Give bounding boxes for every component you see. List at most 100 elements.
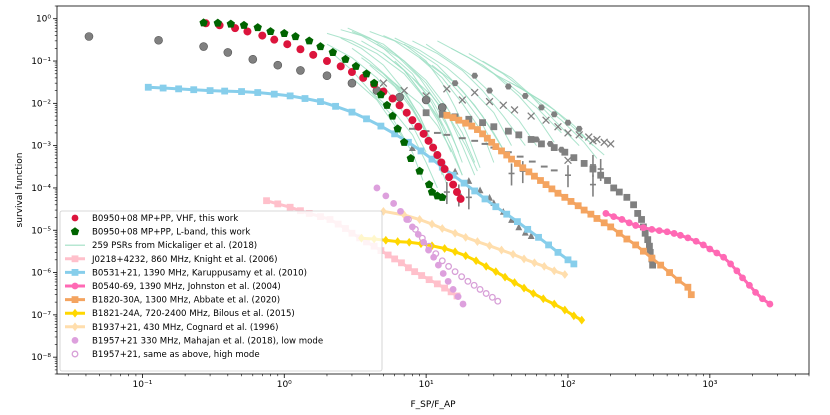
series-3-point-6 <box>238 88 245 95</box>
series-0-point-15 <box>388 94 397 103</box>
grey-crosse-1 <box>400 86 409 95</box>
series-8-point-3 <box>397 207 404 215</box>
series-3-point-4 <box>206 87 214 95</box>
series-4-point-11 <box>684 234 692 242</box>
y-tick-label-5: 10⁻⁵ <box>31 226 51 236</box>
series-5-point-5 <box>474 126 481 133</box>
series-0-point-23 <box>433 151 442 160</box>
x-tick-label-3: 10² <box>560 380 575 390</box>
grey-square-11 <box>561 148 569 156</box>
series-4-point-13 <box>699 241 707 249</box>
grey-dashe-3 <box>443 133 451 136</box>
series-9-point-14 <box>494 297 502 305</box>
series-0-point-20 <box>419 129 428 138</box>
grey-crosse-6 <box>485 97 494 106</box>
grey-crosse-13-stroke <box>575 130 584 139</box>
grey-hexagon-10 <box>546 140 554 147</box>
grey-crosse-6-stroke <box>485 97 494 106</box>
series-5-point-11 <box>503 151 511 159</box>
y-tick-label-0: 10⁰ <box>36 15 51 25</box>
mickaliger-curve-0 <box>347 27 463 163</box>
series-0-point-7 <box>296 45 305 54</box>
grey-hexagon-1 <box>471 72 479 79</box>
series-5-point-23 <box>574 202 582 210</box>
grey-triangle-9 <box>515 223 523 231</box>
grey-circle-5 <box>273 60 283 70</box>
grey-square-13 <box>580 160 588 167</box>
series-5-point-13 <box>514 160 521 167</box>
series-7 <box>380 206 569 279</box>
legend-label-8: B1937+21, 430 MHz, Cognard et al. (1996) <box>92 323 278 333</box>
series-6-point-8 <box>451 247 459 257</box>
series-2-point-14 <box>384 251 392 259</box>
y-tick-label-1: 10⁻¹ <box>31 57 51 67</box>
series-5-point-37 <box>684 283 692 291</box>
grey-square-19 <box>623 193 631 201</box>
grey-hexagon-5 <box>538 104 545 111</box>
series-6-point-9 <box>462 251 470 261</box>
grey-crosse-9-stroke <box>527 112 536 120</box>
series-9-point-6 <box>445 262 453 270</box>
series-0 <box>201 19 465 203</box>
grey-crosse-19 <box>564 156 572 165</box>
grey-square-10 <box>550 144 558 151</box>
series-5-point-16 <box>531 172 538 180</box>
series-8-point-4 <box>403 216 411 223</box>
series-1-point-21 <box>415 166 424 175</box>
series-8-point-12 <box>444 277 452 285</box>
series-6-point-10 <box>472 256 480 266</box>
series-6-point-14 <box>511 278 518 287</box>
series-1-point-11 <box>341 54 350 63</box>
series-7-point-5 <box>451 228 459 238</box>
legend-box <box>59 210 383 372</box>
legend-label-0: B0950+08 MP+PP, VHF, this work <box>92 214 238 224</box>
series-0-point-27 <box>449 180 458 189</box>
legend-label-7: B1821-24A, 720-2400 MHz, Bilous et al. (… <box>92 309 295 319</box>
grey-square-0 <box>422 109 430 117</box>
grey-square-24 <box>641 229 649 237</box>
legend-label-10: B1957+21, same as above, high mode <box>92 350 260 360</box>
series-6-point-13 <box>501 272 509 282</box>
grey-square-12 <box>570 154 578 162</box>
series-3-point-11 <box>317 98 324 105</box>
series-6-point-15 <box>520 283 528 293</box>
series-3-point-15 <box>377 122 385 130</box>
legend-label-3: J0218+4232, 860 MHz, Knight et al. (2006… <box>91 255 277 265</box>
series-3-point-21 <box>449 171 457 179</box>
series-5-point-36 <box>674 276 682 284</box>
grey-circle-0 <box>84 32 94 41</box>
series-7-point-15 <box>561 270 569 279</box>
series-3-point-23 <box>471 187 479 195</box>
grey-dashe-10 <box>528 160 536 163</box>
x-tick-label-0: 10⁻¹ <box>133 380 153 390</box>
mickaliger-curve-14 <box>425 43 537 146</box>
series-0-point-26 <box>445 173 454 182</box>
series-2-point-17 <box>405 264 412 272</box>
legend-entry-8: B1937+21, 430 MHz, Cognard et al. (1996) <box>65 322 278 333</box>
series-4-point-16 <box>720 253 727 261</box>
series-5-point-35 <box>666 269 673 276</box>
grey-crosse-10-stroke <box>542 116 550 125</box>
legend-label-6: B1820-30A, 1300 MHz, Abbate et al. (2020… <box>92 296 280 306</box>
grey-crosse-16 <box>600 138 609 147</box>
series-7-point-9 <box>498 245 505 255</box>
mickaliger-curve-1 <box>351 31 476 176</box>
series-1-point-10 <box>328 48 338 56</box>
grey-errorbar-5 <box>564 165 571 188</box>
series-5-point-22 <box>567 198 575 205</box>
series-5-point-9 <box>492 143 500 150</box>
grey-crosse-9 <box>527 112 536 120</box>
series-3-point-14 <box>363 115 370 123</box>
axis-ticks: 10⁻¹ 10⁰ 10¹ 10² 10³ 10⁰ 10⁻¹ 10⁻² 10⁻³ 10⁻⁴ 10⁻⁵ 1… <box>31 5 810 390</box>
grey-crosse-11-stroke <box>554 122 562 131</box>
grey-crosse-0-stroke <box>379 79 388 88</box>
series-4-point-6 <box>648 225 656 233</box>
grey-crosse-4 <box>458 96 467 104</box>
series-0-point-16 <box>395 101 404 110</box>
series-1-point-2 <box>226 19 236 28</box>
mickaliger-curve-2 <box>340 29 448 134</box>
mickaliger-curve-17 <box>394 60 460 153</box>
grey-square-18 <box>615 188 623 196</box>
series-8-point-8 <box>425 246 432 254</box>
